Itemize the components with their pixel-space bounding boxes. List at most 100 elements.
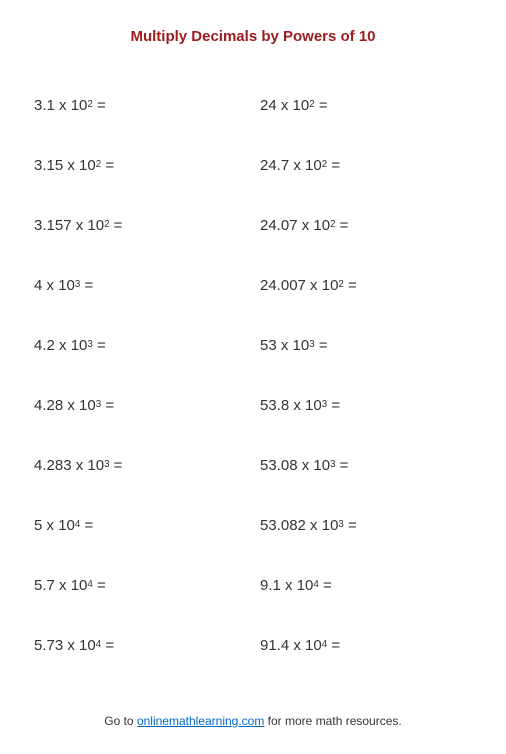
power-base: 10 (293, 97, 310, 114)
problem-base: 5.7 (34, 577, 55, 594)
power-base: 10 (313, 457, 330, 474)
problem-item: 91.4 x 104 = (260, 615, 486, 675)
times-symbol: x (55, 97, 71, 114)
equals-symbol: = (336, 457, 349, 474)
times-symbol: x (72, 457, 88, 474)
times-symbol: x (289, 397, 305, 414)
problem-item: 3.157 x 102 = (34, 195, 260, 255)
equals-symbol: = (93, 337, 106, 354)
equals-symbol: = (327, 397, 340, 414)
equals-symbol: = (80, 277, 93, 294)
times-symbol: x (63, 637, 79, 654)
equals-symbol: = (93, 577, 106, 594)
problem-item: 53.082 x 103 = (260, 495, 486, 555)
problem-item: 5 x 104 = (34, 495, 260, 555)
problem-columns: 3.1 x 102 =3.15 x 102 =3.157 x 102 =4 x … (0, 75, 506, 675)
right-column: 24 x 102 =24.7 x 102 =24.07 x 102 =24.00… (260, 75, 486, 675)
times-symbol: x (55, 577, 71, 594)
problem-item: 9.1 x 104 = (260, 555, 486, 615)
problem-base: 24 (260, 97, 277, 114)
problem-base: 4.283 (34, 457, 72, 474)
power-base: 10 (79, 397, 96, 414)
problem-item: 5.73 x 104 = (34, 615, 260, 675)
problem-item: 4.283 x 103 = (34, 435, 260, 495)
equals-symbol: = (101, 637, 114, 654)
power-base: 10 (79, 157, 96, 174)
problem-base: 53.8 (260, 397, 289, 414)
worksheet-title: Multiply Decimals by Powers of 10 (0, 0, 506, 75)
equals-symbol: = (110, 457, 123, 474)
times-symbol: x (298, 457, 314, 474)
equals-symbol: = (319, 577, 332, 594)
problem-base: 53 (260, 337, 277, 354)
equals-symbol: = (101, 157, 114, 174)
problem-item: 24.07 x 102 = (260, 195, 486, 255)
equals-symbol: = (336, 217, 349, 234)
problem-base: 24.07 (260, 217, 298, 234)
footer-prefix: Go to (104, 714, 137, 728)
times-symbol: x (277, 337, 293, 354)
power-base: 10 (293, 337, 310, 354)
equals-symbol: = (327, 157, 340, 174)
equals-symbol: = (315, 337, 328, 354)
problem-base: 4.28 (34, 397, 63, 414)
footer-link[interactable]: onlinemathlearning.com (137, 714, 264, 728)
equals-symbol: = (344, 517, 357, 534)
power-base: 10 (297, 577, 314, 594)
power-base: 10 (322, 517, 339, 534)
power-base: 10 (87, 457, 104, 474)
problem-base: 3.15 (34, 157, 63, 174)
problem-base: 4.2 (34, 337, 55, 354)
left-column: 3.1 x 102 =3.15 x 102 =3.157 x 102 =4 x … (34, 75, 260, 675)
problem-base: 5.73 (34, 637, 63, 654)
times-symbol: x (289, 157, 305, 174)
problem-base: 53.082 (260, 517, 306, 534)
equals-symbol: = (110, 217, 123, 234)
equals-symbol: = (327, 637, 340, 654)
equals-symbol: = (93, 97, 106, 114)
power-base: 10 (305, 637, 322, 654)
times-symbol: x (42, 277, 58, 294)
power-base: 10 (79, 637, 96, 654)
times-symbol: x (63, 157, 79, 174)
problem-base: 53.08 (260, 457, 298, 474)
problem-item: 4.28 x 103 = (34, 375, 260, 435)
footer-suffix: for more math resources. (264, 714, 401, 728)
power-base: 10 (58, 517, 75, 534)
footer: Go to onlinemathlearning.com for more ma… (0, 714, 506, 728)
power-base: 10 (305, 397, 322, 414)
equals-symbol: = (315, 97, 328, 114)
times-symbol: x (306, 277, 322, 294)
times-symbol: x (281, 577, 297, 594)
problem-item: 4 x 103 = (34, 255, 260, 315)
times-symbol: x (306, 517, 322, 534)
problem-base: 9.1 (260, 577, 281, 594)
equals-symbol: = (344, 277, 357, 294)
power-base: 10 (58, 277, 75, 294)
power-base: 10 (305, 157, 322, 174)
power-base: 10 (71, 577, 88, 594)
problem-item: 53.8 x 103 = (260, 375, 486, 435)
power-base: 10 (71, 97, 88, 114)
problem-item: 3.1 x 102 = (34, 75, 260, 135)
power-base: 10 (322, 277, 339, 294)
times-symbol: x (72, 217, 88, 234)
times-symbol: x (289, 637, 305, 654)
problem-base: 3.1 (34, 97, 55, 114)
times-symbol: x (298, 217, 314, 234)
problem-item: 53.08 x 103 = (260, 435, 486, 495)
times-symbol: x (42, 517, 58, 534)
problem-base: 24.7 (260, 157, 289, 174)
times-symbol: x (277, 97, 293, 114)
problem-item: 53 x 103 = (260, 315, 486, 375)
problem-base: 24.007 (260, 277, 306, 294)
problem-item: 24 x 102 = (260, 75, 486, 135)
power-base: 10 (87, 217, 104, 234)
problem-base: 4 (34, 277, 42, 294)
problem-base: 5 (34, 517, 42, 534)
problem-item: 24.007 x 102 = (260, 255, 486, 315)
problem-item: 5.7 x 104 = (34, 555, 260, 615)
problem-base: 91.4 (260, 637, 289, 654)
times-symbol: x (63, 397, 79, 414)
equals-symbol: = (80, 517, 93, 534)
